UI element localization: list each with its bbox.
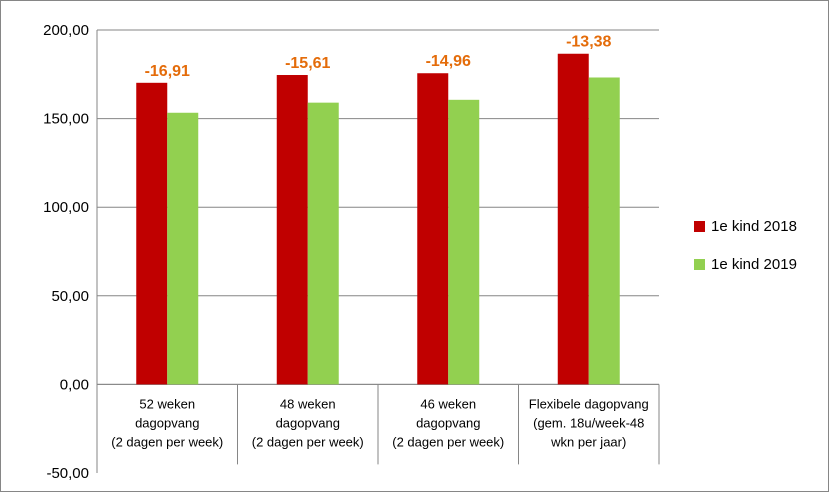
bar-series-2018 — [417, 73, 449, 385]
category-label-line: (2 dagen per week) — [392, 434, 504, 449]
category-label: Flexibele dagopvang (gem. 18u/week-48 wkn … — [529, 396, 649, 449]
bar-series-2018 — [136, 82, 168, 385]
data-labels: -16,91 -15,61 -14,96 -13,38 — [145, 34, 612, 80]
y-tick-label: -50,00 — [46, 465, 89, 482]
legend-label: 1e kind 2019 — [711, 256, 797, 273]
legend-label: 1e kind 2018 — [711, 218, 797, 235]
category-label-line: 52 weken — [139, 396, 195, 411]
bar-series-2019 — [307, 102, 339, 385]
y-tick-label: 0,00 — [60, 376, 89, 393]
category-label-line: Flexibele dagopvang — [529, 396, 649, 411]
category-label-line: (2 dagen per week) — [111, 434, 223, 449]
legend-swatch — [694, 259, 705, 270]
bar-series-2019 — [167, 112, 199, 385]
difference-label: -16,91 — [145, 63, 190, 80]
category-label: 52 weken dagopvang (2 dagen per week) — [111, 396, 223, 449]
legend: 1e kind 2018 1e kind 2019 — [694, 218, 797, 273]
category-label-line: dagopvang — [416, 415, 480, 430]
y-tick-label: 200,00 — [43, 22, 89, 39]
legend-swatch — [694, 221, 705, 232]
category-label-line: (2 dagen per week) — [252, 434, 364, 449]
category-label-line: (gem. 18u/week-48 — [533, 415, 644, 430]
category-label: 46 weken dagopvang (2 dagen per week) — [392, 396, 504, 449]
y-tick-label: 50,00 — [51, 288, 89, 305]
difference-label: -15,61 — [285, 55, 330, 72]
category-label: 48 weken dagopvang (2 dagen per week) — [252, 396, 364, 449]
difference-label: -14,96 — [426, 53, 471, 70]
y-tick-label: 150,00 — [43, 111, 89, 128]
category-label-line: 46 weken — [420, 396, 476, 411]
category-label-line: dagopvang — [276, 415, 340, 430]
difference-label: -13,38 — [566, 34, 611, 51]
bar-series-2019 — [448, 99, 480, 385]
category-label-line: wkn per jaar) — [550, 434, 626, 449]
category-label-line: dagopvang — [135, 415, 199, 430]
bar-series-2019 — [588, 77, 620, 385]
bar-series-2018 — [557, 53, 589, 385]
category-label-line: 48 weken — [280, 396, 336, 411]
axes: -50,00 0,00 50,00 100,00 150,00 200,00 52 weke… — [43, 22, 660, 482]
bars — [136, 53, 620, 385]
y-tick-label: 100,00 — [43, 199, 89, 216]
bar-series-2018 — [276, 75, 308, 385]
